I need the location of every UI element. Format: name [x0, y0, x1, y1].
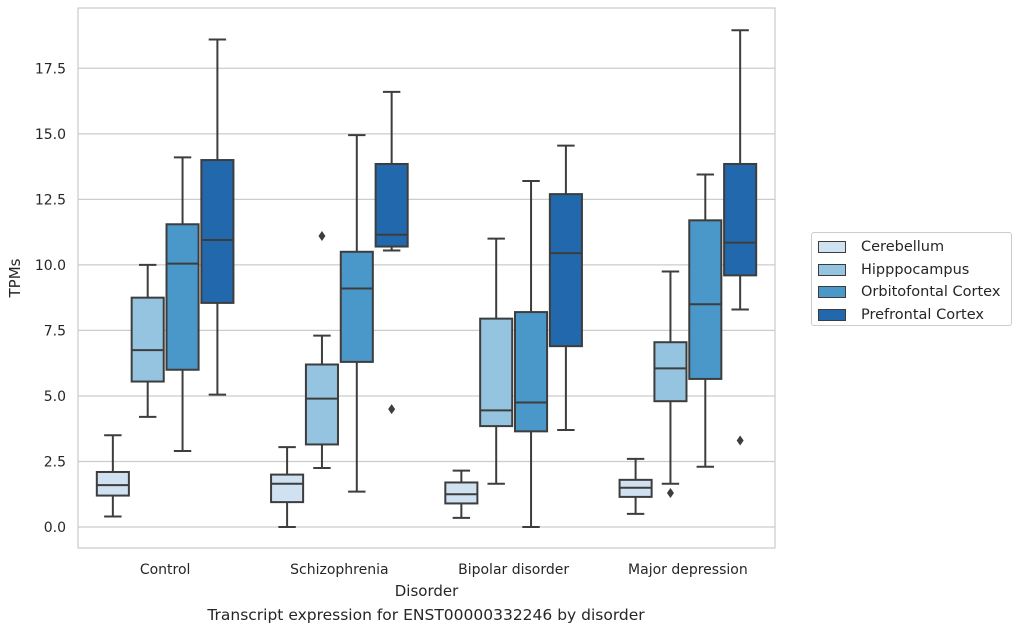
y-tick-label-0: 0.0	[44, 520, 66, 536]
iqr-box-prefrontal-cortex-major-depression	[723, 162, 758, 277]
box-cerebellum-bipolar-disorder	[444, 469, 479, 519]
legend-label-cerebellum: Cerebellum	[861, 239, 945, 256]
iqr-box-hipppocampus-control	[130, 296, 165, 383]
iqr-box-orbitofontal-cortex-major-depression	[688, 219, 723, 380]
iqr-box-orbitofontal-cortex-schizophrenia	[339, 250, 374, 363]
box-orbitofontal-cortex-schizophrenia	[339, 134, 374, 493]
box-cerebellum-schizophrenia	[270, 446, 305, 529]
box-groups	[95, 29, 758, 529]
box-orbitofontal-cortex-control	[165, 156, 200, 453]
box-hipppocampus-control	[130, 263, 165, 418]
y-tick-label-3: 7.5	[44, 323, 66, 339]
y-tick-label-5: 12.5	[35, 192, 66, 208]
box-prefrontal-cortex-schizophrenia	[374, 90, 409, 415]
box-prefrontal-cortex-bipolar-disorder	[548, 144, 583, 432]
x-tick-label-major-depression: Major depression	[628, 562, 748, 578]
box-hipppocampus-schizophrenia	[304, 231, 339, 470]
y-tick-label-7: 17.5	[35, 61, 66, 77]
x-axis-title: Disorder	[395, 582, 459, 600]
box-orbitofontal-cortex-major-depression	[688, 173, 723, 468]
box-prefrontal-cortex-major-depression	[723, 29, 758, 446]
iqr-box-prefrontal-cortex-bipolar-disorder	[548, 193, 583, 348]
legend-item-hippocampus: Hipppocampus	[818, 259, 1011, 282]
outlier-hipppocampus-major-depression-0	[666, 487, 674, 498]
iqr-box-hipppocampus-schizophrenia	[304, 363, 339, 446]
chart-title: Transcript expression for ENST0000033224…	[207, 606, 645, 624]
y-tick-labels: 0.0 2.5 5.0 7.5 10.0 12.5 15.0 17.5	[35, 61, 66, 536]
outlier-prefrontal-cortex-major-depression-0	[736, 435, 744, 446]
box-orbitofontal-cortex-bipolar-disorder	[514, 180, 549, 529]
y-tick-label-6: 15.0	[35, 127, 66, 143]
iqr-box-prefrontal-cortex-control	[200, 159, 235, 304]
outlier-hipppocampus-schizophrenia-0	[318, 231, 326, 242]
y-tick-label-1: 2.5	[44, 454, 66, 470]
y-axis-title: TPMs	[6, 258, 24, 298]
legend-swatch-hippocampus	[818, 263, 846, 276]
x-tick-label-control: Control	[140, 562, 191, 578]
legend-swatch-orbitofrontal-cortex	[818, 286, 846, 299]
legend-swatch-prefrontal-cortex	[818, 308, 846, 321]
legend-item-orbitofrontal-cortex: Orbitofontal Cortex	[818, 281, 1011, 304]
box-cerebellum-control	[95, 434, 130, 518]
legend: Cerebellum Hipppocampus Orbitofontal Cor…	[811, 232, 1012, 326]
iqr-box-hipppocampus-bipolar-disorder	[479, 317, 514, 428]
iqr-box-cerebellum-control	[95, 470, 130, 497]
box-hipppocampus-major-depression	[653, 270, 688, 498]
legend-swatch-cerebellum	[818, 241, 846, 254]
y-tick-label-2: 5.0	[44, 389, 66, 405]
outlier-prefrontal-cortex-schizophrenia-0	[388, 404, 396, 415]
iqr-box-hipppocampus-major-depression	[653, 341, 688, 403]
legend-label-prefrontal-cortex: Prefrontal Cortex	[861, 306, 984, 323]
iqr-box-orbitofontal-cortex-bipolar-disorder	[514, 311, 549, 433]
legend-label-orbitofrontal-cortex: Orbitofontal Cortex	[861, 284, 1001, 301]
box-prefrontal-cortex-control	[200, 38, 235, 396]
iqr-box-prefrontal-cortex-schizophrenia	[374, 162, 409, 248]
iqr-box-orbitofontal-cortex-control	[165, 223, 200, 371]
iqr-box-cerebellum-bipolar-disorder	[444, 481, 479, 505]
legend-label-hippocampus: Hipppocampus	[861, 261, 970, 278]
iqr-box-cerebellum-schizophrenia	[270, 473, 305, 504]
legend-item-prefrontal-cortex: Prefrontal Cortex	[818, 304, 1011, 327]
legend-item-cerebellum: Cerebellum	[818, 236, 1011, 259]
x-tick-label-schizophrenia: Schizophrenia	[290, 562, 388, 578]
y-tick-label-4: 10.0	[35, 258, 66, 274]
x-tick-label-bipolar-disorder: Bipolar disorder	[458, 562, 569, 578]
plot-frame	[77, 7, 776, 549]
box-hipppocampus-bipolar-disorder	[479, 237, 514, 485]
x-tick-labels: Control Schizophrenia Bipolar disorder Majo…	[140, 562, 748, 578]
box-cerebellum-major-depression	[618, 457, 653, 515]
